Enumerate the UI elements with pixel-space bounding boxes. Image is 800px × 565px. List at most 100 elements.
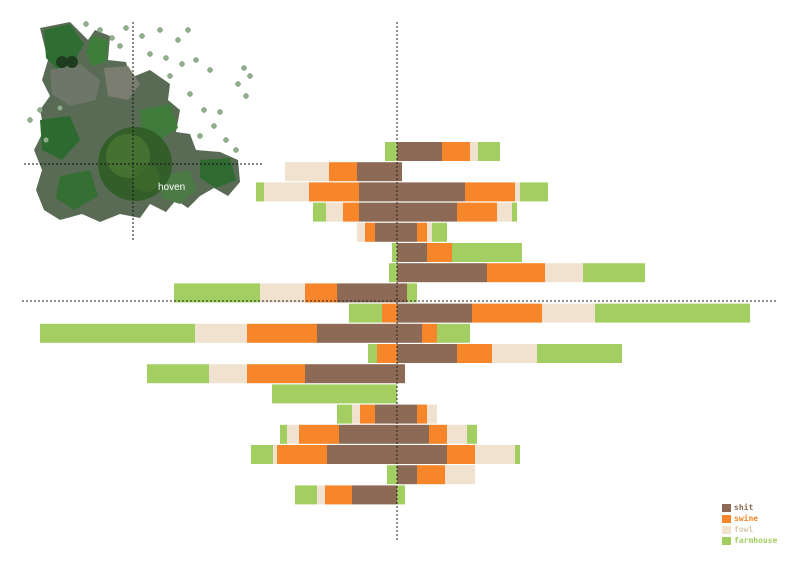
bar-segment-farmhouse-left [174, 283, 260, 303]
bar-segment-farmhouse-left [349, 303, 382, 323]
bar-segment-swine-right [422, 323, 437, 343]
bar-segment-farmhouse-right [467, 424, 477, 444]
bar-segment-swine-left [377, 344, 397, 363]
bar-segment-swine-left [329, 162, 357, 182]
bar-segment-swine-right [442, 142, 470, 161]
bar-segment-shit-right [397, 344, 457, 363]
bar-segment-swine-right [429, 424, 447, 444]
bar-segment-farmhouse-left [295, 485, 317, 505]
bar-segment-fowl-right [445, 465, 475, 485]
bar-segment-swine-right [427, 243, 452, 262]
bar-segment-fowl-left [352, 404, 360, 424]
bar-segment-shit-left [359, 202, 397, 222]
bar-segment-shit-left [327, 445, 397, 464]
bar-segment-farmhouse-right [397, 485, 405, 505]
bar-segment-shit-left [357, 162, 397, 182]
bar-segment-shit-right [397, 162, 402, 182]
bar-segment-fowl-left [273, 445, 277, 464]
bar-segment-shit-right [397, 243, 427, 262]
bar-segment-farmhouse-right [512, 202, 517, 222]
bar-segment-farmhouse-left [392, 243, 397, 262]
bar-segment-farmhouse-left [280, 424, 287, 444]
bar-segment-farmhouse-right [407, 283, 417, 303]
bar-segment-shit-left [337, 283, 397, 303]
map-place-label: hoven [158, 182, 185, 193]
bar-segment-farmhouse-right [515, 445, 520, 464]
bar-segment-farmhouse-left [389, 263, 397, 283]
bar-segment-swine-left [247, 364, 305, 384]
bar-segment-shit-left [352, 485, 397, 505]
bar-segment-swine-left [305, 283, 337, 303]
bar-segment-fowl-right [545, 263, 583, 283]
bar-segment-farmhouse-right [478, 142, 500, 161]
bar-segment-fowl-left [357, 222, 365, 242]
aerial-map-icon [34, 22, 240, 222]
bar-segment-shit-left [339, 424, 397, 444]
bar-segment-fowl-left [326, 202, 343, 222]
map-dots [27, 21, 253, 153]
bar-segment-shit-left [375, 222, 397, 242]
bar-segment-shit-right [397, 283, 407, 303]
legend-swatch-farmhouse [722, 537, 731, 545]
bar-segment-fowl-right [542, 303, 595, 323]
bar-segment-swine-left [299, 424, 339, 444]
legend: shit swine fowl farmhouse [722, 503, 800, 547]
bar-segment-fowl-right [492, 344, 537, 363]
legend-swatch-swine [722, 515, 731, 523]
bar-segment-shit-right [397, 323, 422, 343]
bar-segment-shit-right [397, 222, 417, 242]
legend-label-swine: swine [734, 514, 759, 523]
bar-segment-shit-left [305, 364, 397, 384]
bar-segment-farmhouse-right [583, 263, 645, 283]
bar-segment-shit-right [397, 263, 487, 283]
bar-segment-fowl-left [209, 364, 247, 384]
bar-segment-farmhouse-right [432, 222, 447, 242]
bar-segment-swine-right [487, 263, 545, 283]
bar-segment-shit-right [397, 182, 465, 202]
legend-label-farmhouse: farmhouse [734, 536, 778, 545]
bar-segment-farmhouse-right [595, 303, 750, 323]
bar-segment-shit-right [397, 465, 417, 485]
bar-segment-farmhouse-left [385, 142, 397, 161]
bar-segment-fowl-left [285, 162, 329, 182]
bars-layer [40, 142, 750, 505]
bar-segment-fowl-left [264, 182, 309, 202]
legend-item-shit: shit [722, 503, 800, 513]
bar-segment-swine-right [465, 182, 515, 202]
bar-segment-farmhouse-right [520, 182, 548, 202]
bar-segment-farmhouse-left [272, 384, 397, 404]
bar-segment-shit-right [397, 404, 417, 424]
bar-segment-fowl-left [260, 283, 305, 303]
bar-segment-fowl-left [317, 485, 325, 505]
bar-segment-shit-right [397, 303, 472, 323]
bar-segment-swine-right [472, 303, 542, 323]
bar-segment-farmhouse-left [251, 445, 273, 464]
bar-segment-swine-right [457, 344, 492, 363]
bar-segment-shit-right [397, 424, 429, 444]
bar-segment-swine-left [277, 445, 327, 464]
legend-label-fowl: fowl [734, 525, 754, 534]
bar-segment-shit-left [317, 323, 397, 343]
bar-segment-fowl-right [427, 404, 437, 424]
bar-segment-swine-right [417, 222, 427, 242]
legend-swatch-fowl [722, 526, 731, 534]
bar-segment-farmhouse-left [256, 182, 264, 202]
bar-segment-swine-right [417, 404, 427, 424]
bar-segment-farmhouse-left [147, 364, 209, 384]
bar-segment-fowl-right [470, 142, 478, 161]
bar-segment-swine-left [343, 202, 359, 222]
bar-segment-fowl-right [427, 222, 432, 242]
bar-segment-farmhouse-left [337, 404, 352, 424]
bar-segment-fowl-right [447, 424, 467, 444]
bar-segment-shit-right [397, 364, 405, 384]
bar-segment-farmhouse-left [40, 323, 195, 343]
bar-segment-swine-left [325, 485, 352, 505]
bar-segment-shit-right [397, 142, 442, 161]
legend-label-shit: shit [734, 503, 754, 512]
bar-segment-farmhouse-right [452, 243, 522, 262]
bar-segment-fowl-left [287, 424, 299, 444]
bar-segment-fowl-right [515, 182, 520, 202]
bar-segment-farmhouse-left [387, 465, 397, 485]
legend-item-fowl: fowl [722, 525, 800, 535]
